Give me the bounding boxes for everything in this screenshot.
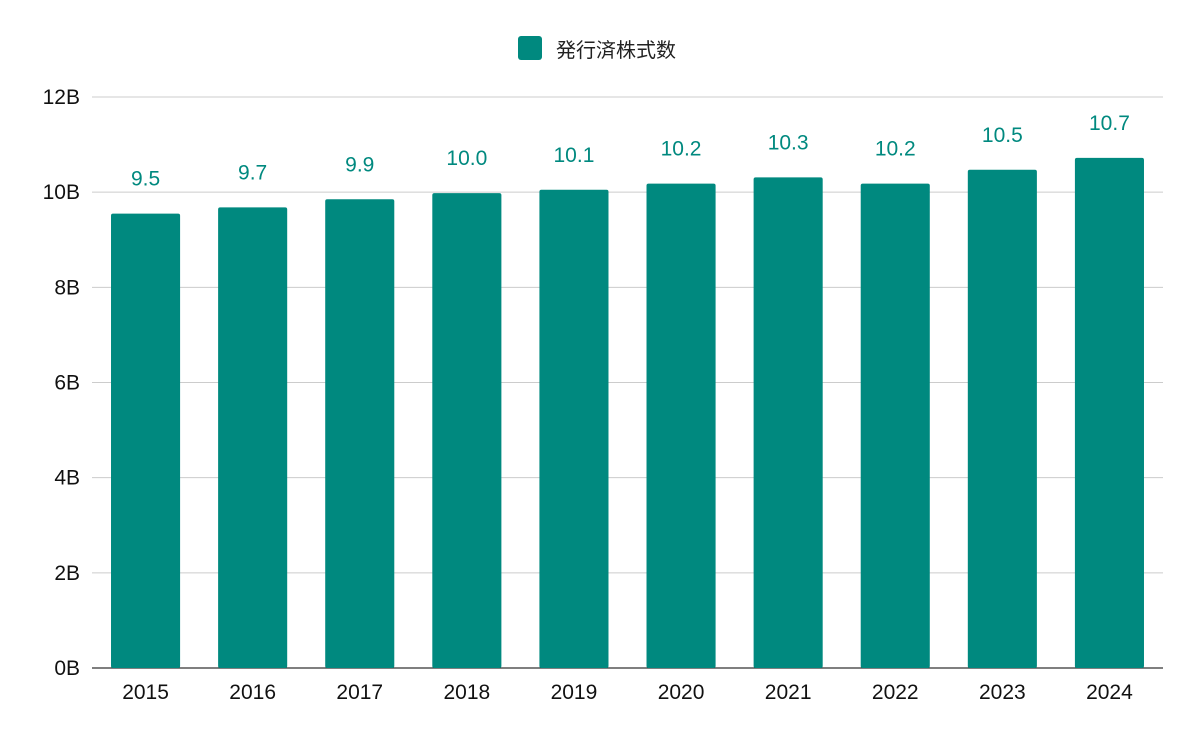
data-label: 10.3 (768, 131, 809, 154)
y-tick-label: 4B (54, 467, 80, 490)
bar (218, 207, 288, 669)
y-tick-label: 0B (54, 657, 80, 680)
data-label: 9.9 (345, 153, 374, 176)
x-tick-label: 2022 (872, 681, 919, 704)
bar (432, 193, 502, 668)
bar (539, 189, 609, 668)
data-label: 10.2 (875, 138, 916, 161)
legend-label: 発行済株式数 (556, 37, 676, 62)
bar (753, 177, 823, 668)
x-tick-label: 2016 (229, 681, 276, 704)
data-label: 10.7 (1089, 112, 1130, 135)
y-tick-label: 12B (43, 86, 80, 109)
legend-swatch (518, 36, 542, 60)
bar (111, 213, 181, 668)
bar (967, 169, 1037, 669)
legend: 発行済株式数 (0, 32, 1200, 64)
x-tick-label: 2017 (336, 681, 383, 704)
x-tick-label: 2020 (658, 681, 705, 704)
bar (860, 183, 930, 668)
y-tick-label: 6B (54, 372, 80, 395)
x-tick-label: 2015 (122, 681, 169, 704)
x-tick-label: 2019 (551, 681, 598, 704)
bar (646, 183, 716, 668)
bar (325, 199, 395, 668)
y-tick-label: 2B (54, 562, 80, 585)
x-tick-label: 2024 (1086, 681, 1133, 704)
data-label: 9.5 (131, 168, 160, 191)
data-label: 10.2 (661, 138, 702, 161)
x-tick-label: 2021 (765, 681, 812, 704)
data-label: 9.7 (238, 161, 267, 184)
x-tick-label: 2023 (979, 681, 1026, 704)
data-label: 10.1 (554, 144, 595, 167)
data-label: 10.5 (982, 124, 1023, 147)
y-tick-label: 10B (43, 181, 80, 204)
data-label: 10.0 (446, 147, 487, 170)
x-tick-label: 2018 (443, 681, 490, 704)
bar (1074, 157, 1144, 668)
y-tick-label: 8B (54, 276, 80, 299)
